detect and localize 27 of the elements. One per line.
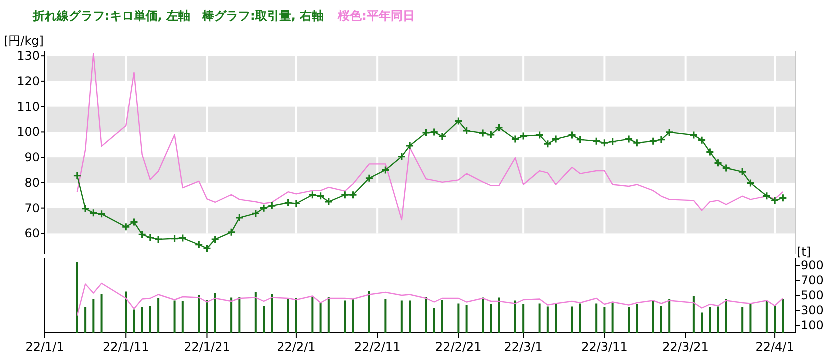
- y-tick-label: 70: [24, 201, 40, 216]
- y2-tick-label: 900: [801, 258, 824, 272]
- x-tick-label: 22/2/11: [354, 340, 401, 354]
- y-tick-label: 60: [24, 226, 40, 241]
- chart-title: 折れ線グラフ:キロ単価, 左軸 棒グラフ:取引量, 右軸: [32, 9, 324, 23]
- y-tick-label: 90: [24, 150, 40, 165]
- y-axis-title: [円/kg]: [4, 34, 44, 48]
- y2-tick-label: 300: [801, 304, 824, 318]
- x-tick-label: 22/3/11: [582, 340, 628, 354]
- y-tick-label: 130: [17, 49, 40, 64]
- y2-axis-title: [t]: [797, 245, 812, 259]
- x-tick-label: 22/2/21: [436, 340, 482, 354]
- y-tick-label: 110: [17, 100, 40, 114]
- x-tick-label: 22/2/1: [277, 340, 316, 354]
- x-tick-label: 22/1/11: [102, 340, 150, 354]
- x-tick-label: 22/3/21: [662, 340, 709, 354]
- y-tick-label: 120: [17, 74, 40, 88]
- x-tick-label: 22/1/1: [26, 340, 64, 354]
- y-tick-label: 100: [17, 125, 40, 140]
- x-tick-label: 22/3/1: [504, 340, 543, 354]
- y-tick-label: 80: [24, 176, 40, 190]
- x-tick-label: 22/1/21: [184, 340, 230, 354]
- y2-tick-label: 500: [801, 288, 824, 302]
- y2-tick-label: 700: [801, 274, 824, 288]
- x-tick-label: 22/4/1: [756, 340, 794, 354]
- chart-subtitle: 桜色:平年同日: [337, 9, 415, 23]
- y2-tick-label: 100: [801, 318, 824, 332]
